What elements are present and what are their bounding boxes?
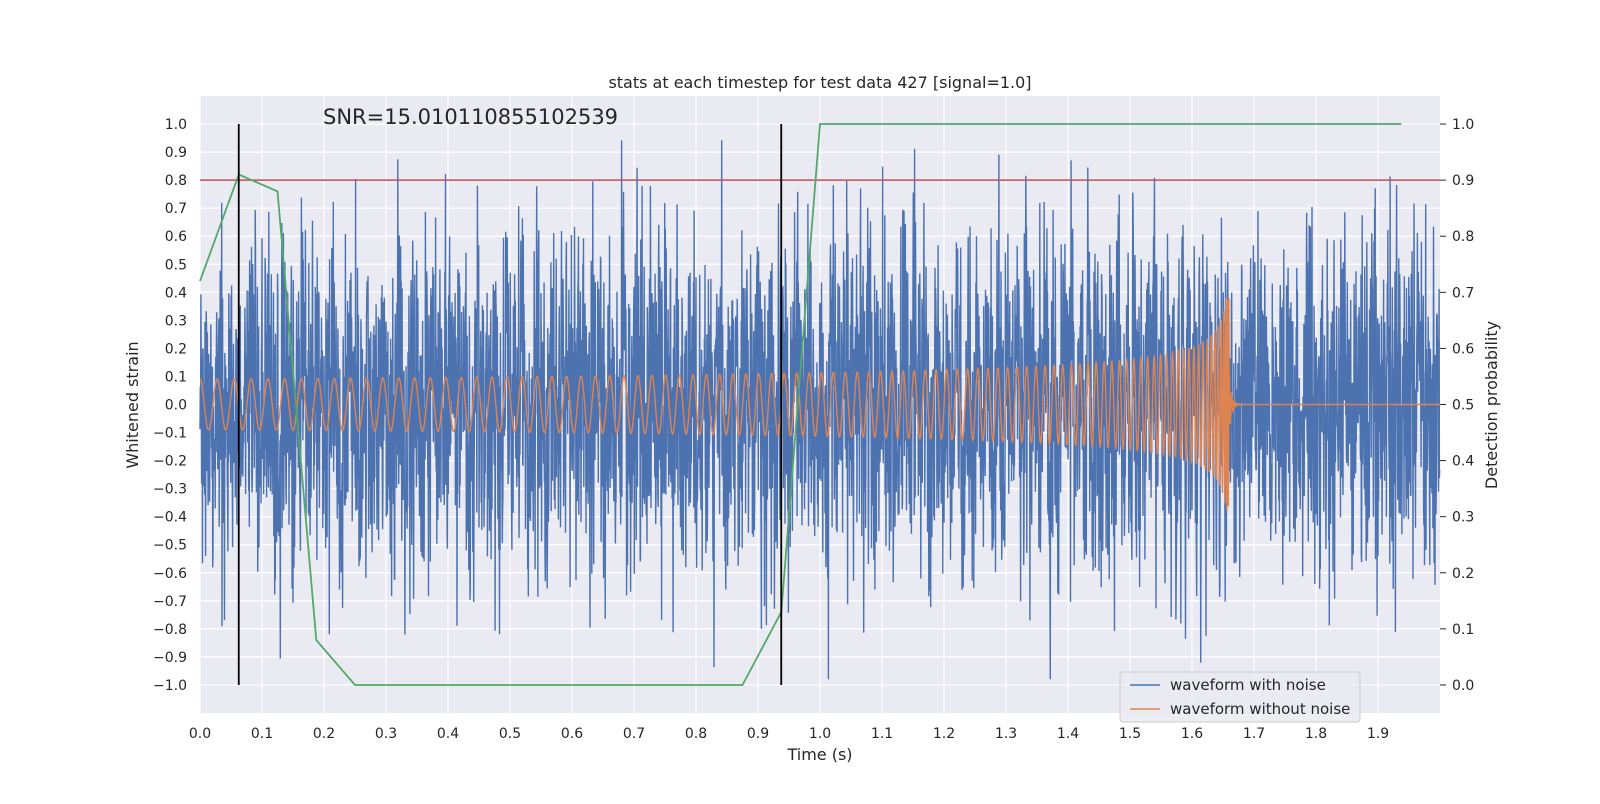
x-tick-label: 1.4 bbox=[1057, 726, 1079, 742]
x-tick-label: 1.8 bbox=[1305, 726, 1327, 742]
y-tick-label: 0.0 bbox=[165, 398, 187, 414]
snr-annotation: SNR=15.010110855102539 bbox=[323, 105, 618, 129]
markers bbox=[199, 123, 1440, 686]
y2-tick-label: 0.9 bbox=[1452, 173, 1474, 189]
y2-tick-label: 0.3 bbox=[1452, 510, 1474, 526]
legend: waveform with noise waveform without noi… bbox=[1119, 671, 1361, 723]
legend-box bbox=[1119, 671, 1361, 723]
x-tick-label: 0.8 bbox=[685, 726, 707, 742]
x-tick-labels: 0.0 0.1 0.2 0.3 0.4 0.5 0.6 0.7 0.8 0.9 1.0 1.1 1.2 1… bbox=[189, 726, 1389, 742]
y-tick-label: 0.1 bbox=[165, 369, 187, 385]
y-tick-label: −0.7 bbox=[153, 594, 187, 610]
chart-title: stats at each timestep for test data 427… bbox=[608, 73, 1031, 92]
x-tick-label: 0.0 bbox=[189, 726, 211, 742]
y-tick-label: 0.8 bbox=[165, 173, 187, 189]
x-tick-label: 0.2 bbox=[313, 726, 335, 742]
y-tick-label: −1.0 bbox=[153, 678, 187, 694]
y2-tick-label: 0.1 bbox=[1452, 622, 1474, 638]
y-tick-label: −0.6 bbox=[153, 566, 187, 582]
x-tick-label: 0.3 bbox=[375, 726, 397, 742]
y2-tick-label: 0.5 bbox=[1452, 398, 1474, 414]
x-tick-label: 0.7 bbox=[623, 726, 645, 742]
y-tick-label: −0.3 bbox=[153, 482, 187, 498]
y2-tick-labels: 1.0 0.9 0.8 0.7 0.6 0.5 0.4 0.3 0.2 0.1 0.0 bbox=[1440, 117, 1474, 694]
x-tick-label: 0.1 bbox=[251, 726, 273, 742]
y2-tick-label: 0.0 bbox=[1452, 678, 1474, 694]
legend-label-clean: waveform without noise bbox=[1170, 700, 1350, 718]
y-tick-label: 0.6 bbox=[165, 229, 187, 245]
y-tick-label: 1.0 bbox=[165, 117, 187, 133]
y-tick-label: 0.2 bbox=[165, 341, 187, 357]
y2-axis-label: Detection probability bbox=[1482, 321, 1501, 489]
x-tick-label: 1.6 bbox=[1181, 726, 1203, 742]
y-tick-label: 0.7 bbox=[165, 201, 187, 217]
x-tick-label: 1.7 bbox=[1243, 726, 1265, 742]
x-tick-label: 1.2 bbox=[933, 726, 955, 742]
legend-label-noisy: waveform with noise bbox=[1170, 676, 1326, 694]
y2-tick-label: 0.6 bbox=[1452, 341, 1474, 357]
x-tick-label: 0.5 bbox=[499, 726, 521, 742]
x-tick-label: 1.1 bbox=[871, 726, 893, 742]
y-tick-label: −0.8 bbox=[153, 622, 187, 638]
y-tick-label: 0.4 bbox=[165, 285, 187, 301]
clean-waveform-line bbox=[199, 298, 1440, 512]
y2-tick-label: 0.2 bbox=[1452, 566, 1474, 582]
x-tick-label: 1.0 bbox=[809, 726, 831, 742]
x-tick-label: 1.3 bbox=[995, 726, 1017, 742]
x-tick-label: 0.4 bbox=[437, 726, 459, 742]
y2-tick-label: 0.8 bbox=[1452, 229, 1474, 245]
y-tick-labels: 1.0 0.9 0.8 0.7 0.6 0.5 0.4 0.3 0.2 0.1 0.0 −0.1 −0.… bbox=[153, 117, 187, 694]
y-tick-label: −0.5 bbox=[153, 538, 187, 554]
y-tick-label: −0.4 bbox=[153, 510, 187, 526]
detection-probability-line bbox=[199, 123, 1402, 686]
x-tick-label: 1.5 bbox=[1119, 726, 1141, 742]
y-tick-label: −0.9 bbox=[153, 650, 187, 666]
x-axis-label: Time (s) bbox=[786, 745, 852, 764]
y2-tick-label: 0.4 bbox=[1452, 454, 1474, 470]
y-tick-label: 0.3 bbox=[165, 313, 187, 329]
traces bbox=[199, 140, 1441, 680]
y2-tick-label: 1.0 bbox=[1452, 117, 1474, 133]
x-tick-label: 0.6 bbox=[561, 726, 583, 742]
noisy-waveform-line bbox=[199, 140, 1441, 680]
y-tick-label: −0.1 bbox=[153, 426, 187, 442]
y-tick-label: 0.9 bbox=[165, 145, 187, 161]
x-tick-label: 0.9 bbox=[747, 726, 769, 742]
y-tick-label: 0.5 bbox=[165, 257, 187, 273]
y2-tick-label: 0.7 bbox=[1452, 285, 1474, 301]
y-axis-label: Whitened strain bbox=[123, 341, 142, 468]
x-tick-label: 1.9 bbox=[1367, 726, 1389, 742]
y-tick-label: −0.2 bbox=[153, 454, 187, 470]
